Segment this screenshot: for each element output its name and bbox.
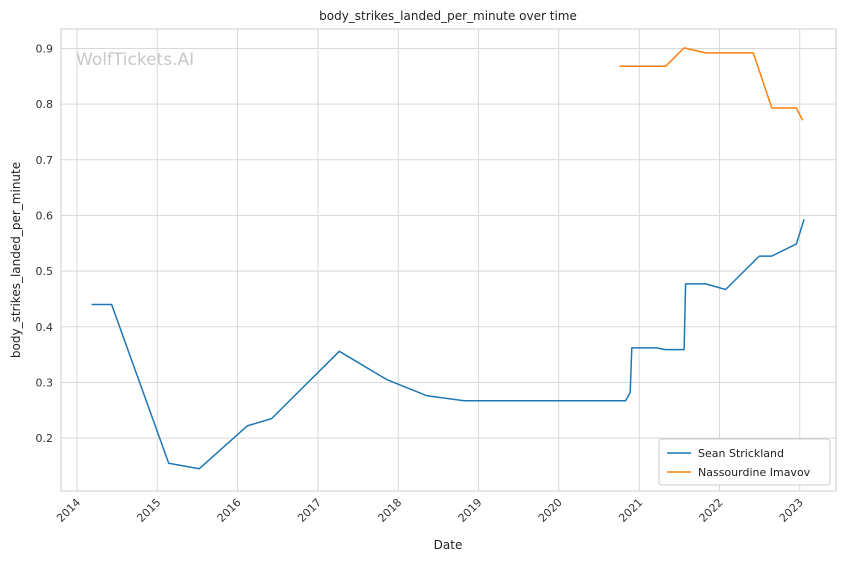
grid-lines [61, 29, 836, 491]
chart-title: body_strikes_landed_per_minute over time [319, 9, 577, 23]
y-tick-label-0.2: 0.2 [36, 432, 54, 445]
legend-box [658, 438, 831, 486]
y-tick-label-0.7: 0.7 [36, 154, 54, 167]
y-axis-label: body_strikes_landed_per_minute [9, 162, 23, 358]
legend-label-sean-strickland: Sean Strickland [698, 447, 784, 460]
y-tick-label-0.4: 0.4 [36, 321, 54, 334]
y-tick-label-0.8: 0.8 [36, 98, 54, 111]
y-tick-label-0.9: 0.9 [36, 42, 54, 55]
y-tick-label-0.6: 0.6 [36, 209, 54, 222]
plot-frame [60, 28, 837, 492]
legend-label-nassourdine-imavov: Nassourdine Imavov [698, 466, 811, 479]
y-tick-label-0.5: 0.5 [36, 265, 54, 278]
x-axis-label: Date [434, 538, 463, 552]
series-layer [91, 47, 805, 470]
legend: Sean Strickland Nassourdine Imavov [658, 438, 831, 486]
y-axis-ticks: 0.2 0.3 0.4 0.5 0.6 0.7 0.8 0.9 [36, 42, 54, 445]
series-line-sean-strickland [91, 219, 805, 470]
y-tick-label-0.3: 0.3 [36, 376, 54, 389]
watermark: WolfTickets.AI [76, 50, 194, 70]
series-line-nassourdine-imavov [619, 47, 804, 121]
